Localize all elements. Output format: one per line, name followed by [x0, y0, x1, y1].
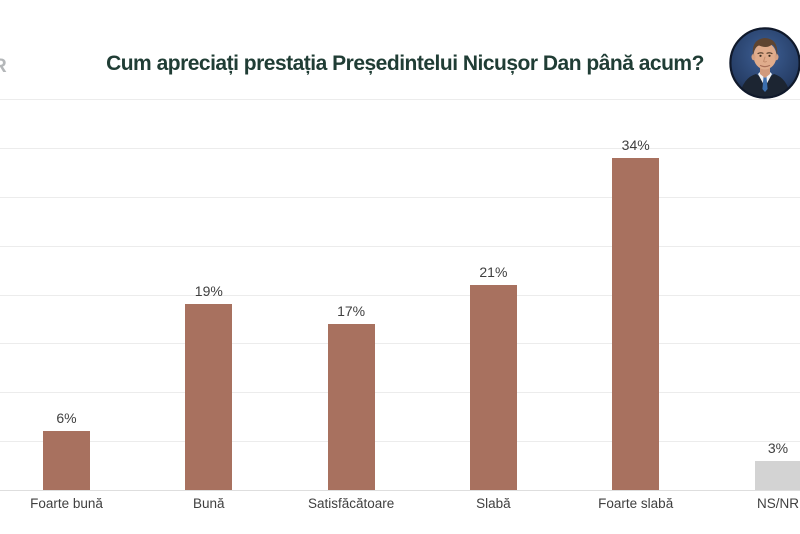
- bar-slaba: [469, 284, 517, 490]
- gridline: [0, 196, 800, 198]
- value-label-ns-nr: 3%: [767, 439, 789, 456]
- value-label-slaba: 21%: [479, 263, 508, 280]
- value-label-satisfacatoare: 17%: [337, 302, 366, 319]
- nicusor-dan-portrait-photo: [729, 27, 800, 99]
- category-label-satisfacatoare: Satisfăcătoare: [307, 496, 395, 511]
- value-label-buna: 19%: [194, 283, 223, 300]
- gridline: [0, 343, 800, 345]
- bar-ns-nr: [754, 460, 800, 490]
- category-label-foarte-slaba: Foarte slabă: [598, 496, 674, 511]
- gridline: [0, 245, 800, 247]
- category-label-foarte-buna: Foarte bună: [30, 496, 103, 511]
- x-axis-line: [0, 490, 800, 491]
- bar-buna: [185, 304, 233, 490]
- bar-foarte-buna: [43, 431, 90, 490]
- gridline: [0, 441, 800, 443]
- value-label-foarte-slaba: 34%: [621, 136, 650, 153]
- category-label-ns-nr: NS/NR: [756, 496, 799, 511]
- gridline: [0, 99, 800, 100]
- value-label-foarte-buna: 6%: [56, 410, 77, 427]
- bar-foarte-slaba: [612, 157, 660, 490]
- category-label-buna: Bună: [193, 496, 225, 511]
- cropped-logo-letter: R: [0, 56, 7, 78]
- gridline: [0, 392, 800, 394]
- category-label-slaba: Slabă: [476, 496, 511, 511]
- gridline: [0, 294, 800, 296]
- bar-satisfacatoare: [327, 323, 375, 490]
- gridline: [0, 147, 800, 149]
- chart-title: Cum apreciați prestația Președintelui Ni…: [106, 52, 704, 75]
